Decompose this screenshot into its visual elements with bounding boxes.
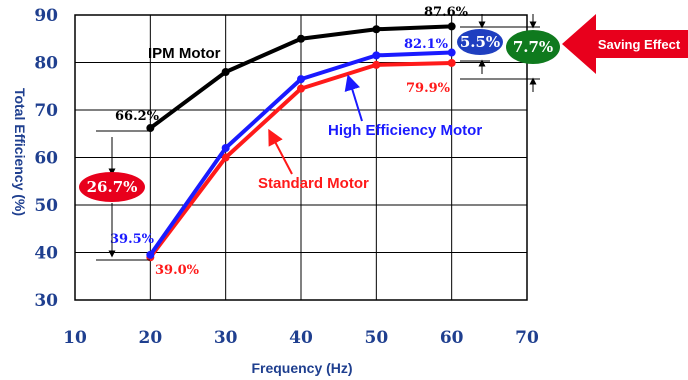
callout-7-7 [506,30,560,64]
value-high-60: 82.1% [404,37,449,52]
plot-grid [74,14,528,301]
x-tick-label: 70 [515,328,539,348]
y-tick-label: 80 [34,54,58,74]
saving-effect-arrow: Saving Effect [562,14,688,74]
point-high-40 [297,75,305,84]
point-high-60 [447,48,456,57]
value-ipm-20: 66.2% [115,109,160,124]
label-standard-motor: Standard Motor [258,175,369,192]
callout-26-7 [79,172,145,202]
value-std-20: 39.0% [155,263,200,278]
point-std-60 [447,58,456,67]
point-ipm-30 [221,68,230,76]
y-tick-label: 30 [34,291,58,311]
point-std-50 [372,60,381,69]
value-std-60: 79.9% [406,81,451,96]
y-tick-label: 60 [34,149,58,169]
label-ipm-motor: IPM Motor [148,45,221,62]
y-tick-label: 50 [34,196,58,216]
x-tick-label: 40 [289,328,313,348]
gap-annotation-20hz: 26.7% [79,130,150,261]
callout-7-7-text: 7.7% [513,38,553,56]
point-ipm-40 [297,34,305,43]
series-lines [146,22,456,262]
x-axis-title: Frequency (Hz) [251,360,352,376]
point-high-50 [372,51,381,60]
x-tick-label: 20 [138,328,162,348]
point-ipm-60 [447,22,456,31]
point-std-40 [297,84,305,93]
callout-26-7-text: 26.7% [87,178,138,196]
gap-annotation-60hz: 5.5% 7.7% [457,14,560,92]
callout-5-5-text: 5.5% [460,33,500,51]
value-high-20: 39.5% [110,232,155,247]
x-tick-label: 60 [440,328,464,348]
point-ipm-20 [146,124,155,133]
x-tick-label: 50 [364,328,388,348]
pointer-standard [268,128,293,175]
point-ipm-50 [372,25,381,34]
value-ipm-60: 87.6% [424,5,469,20]
point-high-30 [221,144,230,152]
x-tick-label: 10 [63,328,87,348]
pointer-high-efficiency [344,74,363,122]
x-tick-label: 30 [214,328,238,348]
y-tick-label: 90 [34,6,58,26]
y-tick-label: 40 [34,244,58,264]
plot-frame [74,14,528,301]
point-high-20 [146,250,155,259]
callout-5-5 [457,29,503,55]
point-std-30 [221,153,230,162]
label-high-efficiency-motor: High Efficiency Motor [328,122,482,139]
y-tick-label: 70 [34,101,58,121]
saving-effect-label: Saving Effect [598,37,681,52]
y-axis-title: Total Efficiency (%) [12,88,28,216]
